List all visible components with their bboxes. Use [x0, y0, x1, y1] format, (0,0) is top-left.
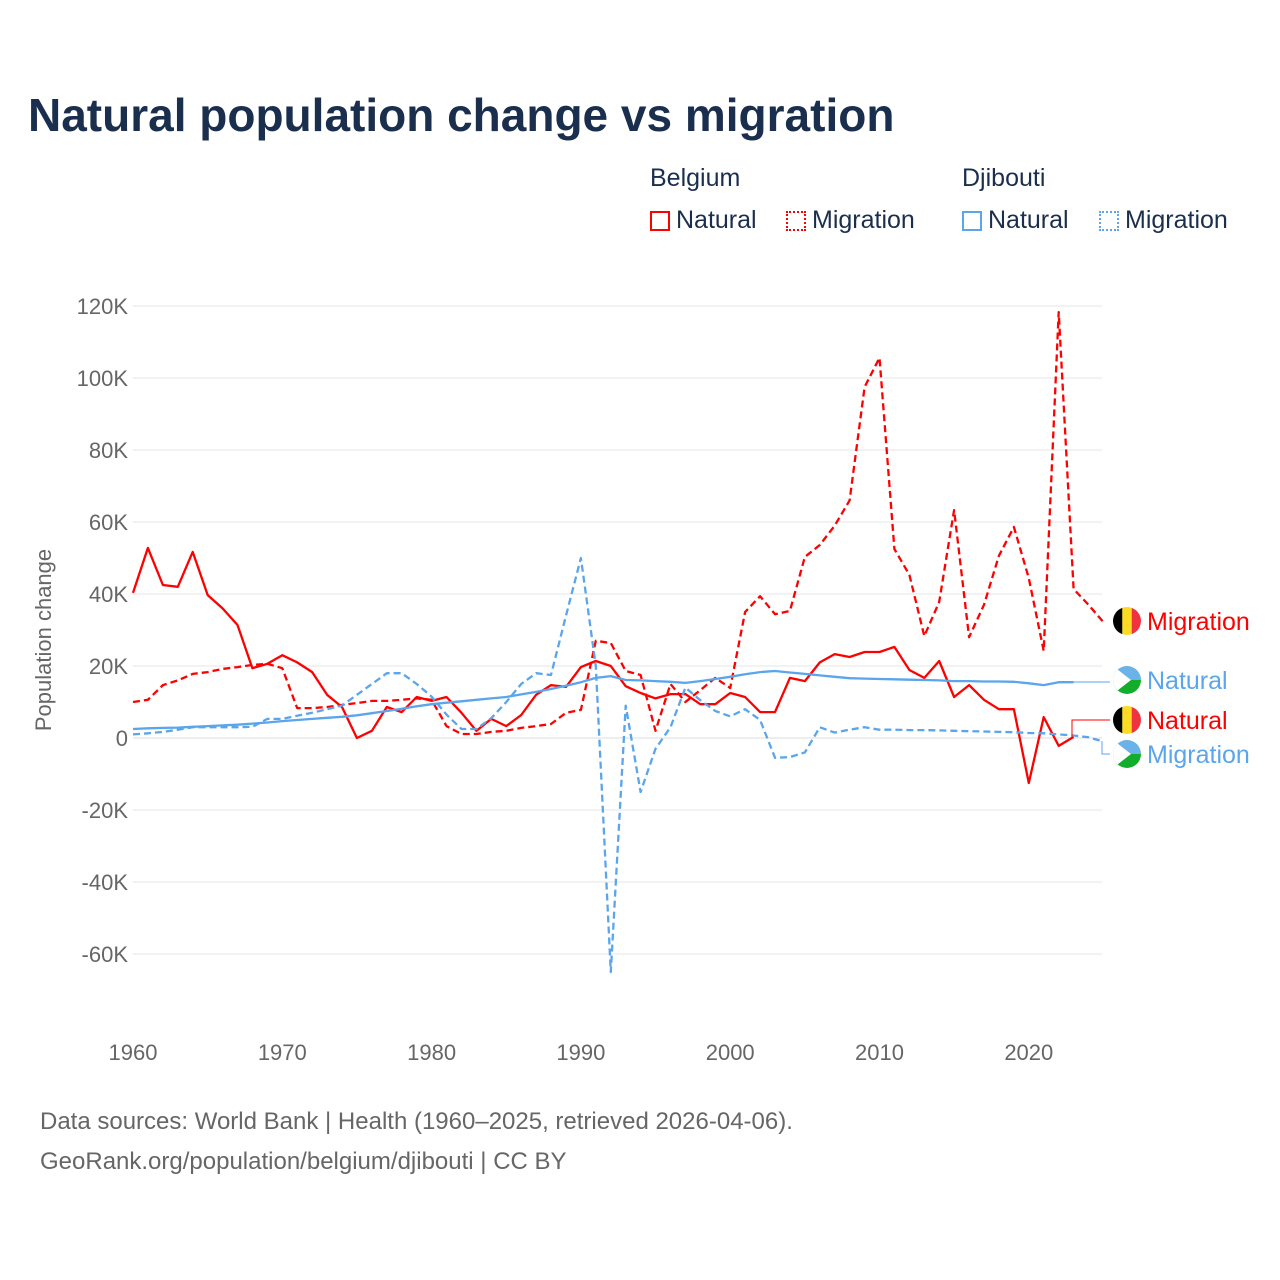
chart-title: Natural population change vs migration — [28, 89, 895, 141]
end-label: Natural — [1147, 707, 1228, 735]
y-axis-label: Population change — [31, 549, 56, 731]
label-connector — [1071, 719, 1110, 737]
y-tick-label: -20K — [82, 798, 129, 823]
legend-swatch — [786, 211, 806, 231]
legend-swatch — [650, 211, 670, 231]
x-tick-label: 1970 — [258, 1040, 307, 1065]
legend-swatch — [1099, 211, 1119, 231]
y-tick-label: -40K — [82, 870, 129, 895]
legend-djibouti-natural[interactable]: Natural — [962, 206, 1069, 235]
flag-djibouti-icon — [1113, 740, 1141, 768]
legend-group-belgium: Belgium — [650, 164, 741, 192]
flag-belgium-icon — [1113, 706, 1141, 734]
y-tick-label: 40K — [89, 582, 128, 607]
y-tick-label: 100K — [77, 366, 129, 391]
series-djibouti-migration — [132, 556, 1104, 974]
end-label: Natural — [1147, 667, 1228, 695]
series-belgium-migration — [132, 310, 1105, 736]
y-tick-label: 80K — [89, 438, 128, 463]
legend-group-djibouti: Djibouti — [962, 164, 1046, 192]
source-line-2[interactable]: GeoRank.org/population/belgium/djibouti … — [40, 1148, 567, 1175]
y-tick-label: 0 — [116, 726, 128, 751]
legend-djibouti-migration[interactable]: Migration — [1099, 206, 1228, 235]
end-label: Migration — [1147, 608, 1250, 636]
label-connector — [1101, 741, 1110, 755]
flag-djibouti-icon — [1113, 666, 1141, 694]
y-tick-label: 20K — [89, 654, 128, 679]
x-tick-label: 1980 — [407, 1040, 456, 1065]
legend-belgium-migration[interactable]: Migration — [786, 206, 915, 235]
y-tick-label: 120K — [77, 294, 129, 319]
y-tick-label: 60K — [89, 510, 128, 535]
x-tick-label: 1960 — [109, 1040, 158, 1065]
x-tick-label: 2000 — [706, 1040, 755, 1065]
y-tick-label: -60K — [82, 942, 129, 967]
legend-swatch — [962, 211, 982, 231]
legend-belgium-natural[interactable]: Natural — [650, 206, 757, 235]
end-label: Migration — [1147, 741, 1250, 769]
x-tick-label: 2020 — [1004, 1040, 1053, 1065]
x-tick-label: 1990 — [556, 1040, 605, 1065]
series-djibouti-natural — [132, 669, 1074, 731]
series-belgium-natural — [131, 546, 1075, 785]
x-tick-label: 2010 — [855, 1040, 904, 1065]
source-line-1: Data sources: World Bank | Health (1960–… — [40, 1108, 793, 1135]
flag-belgium-icon — [1113, 607, 1141, 635]
